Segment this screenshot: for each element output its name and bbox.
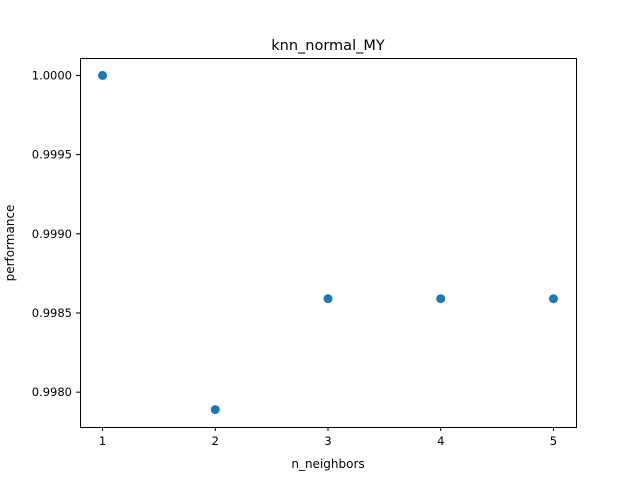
data-point — [548, 294, 558, 304]
y-tick-label: 0.9990 — [32, 227, 72, 241]
data-point — [323, 294, 333, 304]
data-points — [98, 70, 558, 415]
y-tick-label: 0.9995 — [32, 148, 72, 162]
x-tick-label: 5 — [550, 434, 557, 448]
x-tick-label: 2 — [212, 434, 219, 448]
data-point — [210, 405, 220, 415]
y-axis-label: performance — [3, 205, 17, 282]
x-axis-label: n_neighbors — [291, 457, 364, 471]
y-tick-label: 0.9980 — [32, 385, 72, 399]
data-point — [98, 70, 108, 80]
y-ticks: 0.9980 0.9985 0.9990 0.9995 1.0000 — [32, 68, 80, 399]
y-tick-label: 0.9985 — [32, 306, 72, 320]
x-tick-label: 1 — [99, 434, 106, 448]
plot-frame — [80, 58, 577, 428]
data-point — [436, 294, 446, 304]
x-tick-label: 3 — [324, 434, 331, 448]
y-tick-label: 1.0000 — [32, 68, 72, 82]
chart-title: knn_normal_MY — [271, 38, 385, 54]
x-tick-label: 4 — [437, 434, 444, 448]
